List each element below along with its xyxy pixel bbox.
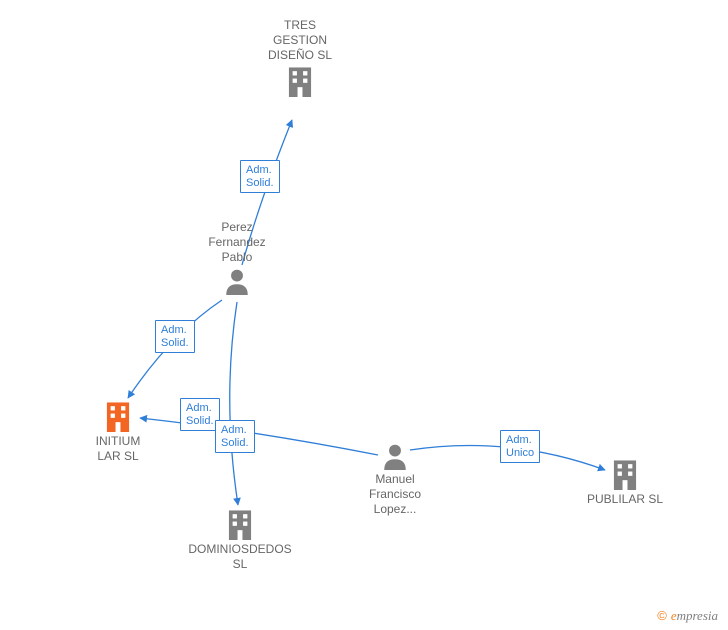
edge-perez-dominios [230, 302, 238, 505]
copyright-icon: © [657, 608, 667, 623]
edge-label-manuel-initium: Adm. Solid. [215, 420, 255, 453]
building-icon [103, 400, 133, 432]
building-icon [285, 65, 315, 97]
diagram-canvas: TRES GESTION DISEÑO SL Perez Fernandez P… [0, 0, 728, 630]
node-perez[interactable]: Perez Fernandez Pablo [200, 220, 274, 297]
watermark: ©empresia [657, 608, 718, 624]
node-label: INITIUM LAR SL [88, 434, 148, 464]
edge-label-perez-tres: Adm. Solid. [240, 160, 280, 193]
node-label: TRES GESTION DISEÑO SL [260, 18, 340, 63]
node-label: DOMINIOSDEDOS SL [180, 542, 300, 572]
node-tres[interactable]: TRES GESTION DISEÑO SL [260, 18, 340, 99]
person-icon [382, 442, 408, 470]
node-label: Perez Fernandez Pablo [200, 220, 274, 265]
building-icon [610, 458, 640, 490]
person-icon [224, 267, 250, 295]
edge-manuel-initium [140, 418, 378, 455]
node-label: PUBLILAR SL [582, 492, 668, 507]
building-icon [225, 508, 255, 540]
edge-label-perez-initium: Adm. Solid. [155, 320, 195, 353]
node-publilar[interactable]: PUBLILAR SL [582, 458, 668, 507]
edges-layer [0, 0, 728, 630]
node-dominios[interactable]: DOMINIOSDEDOS SL [180, 508, 300, 572]
node-label: Manuel Francisco Lopez... [358, 472, 432, 517]
node-manuel[interactable]: Manuel Francisco Lopez... [358, 442, 432, 517]
node-initium[interactable]: INITIUM LAR SL [88, 400, 148, 464]
edge-label-perez-dominios: Adm. Solid. [180, 398, 220, 431]
edge-label-manuel-publilar: Adm. Unico [500, 430, 540, 463]
